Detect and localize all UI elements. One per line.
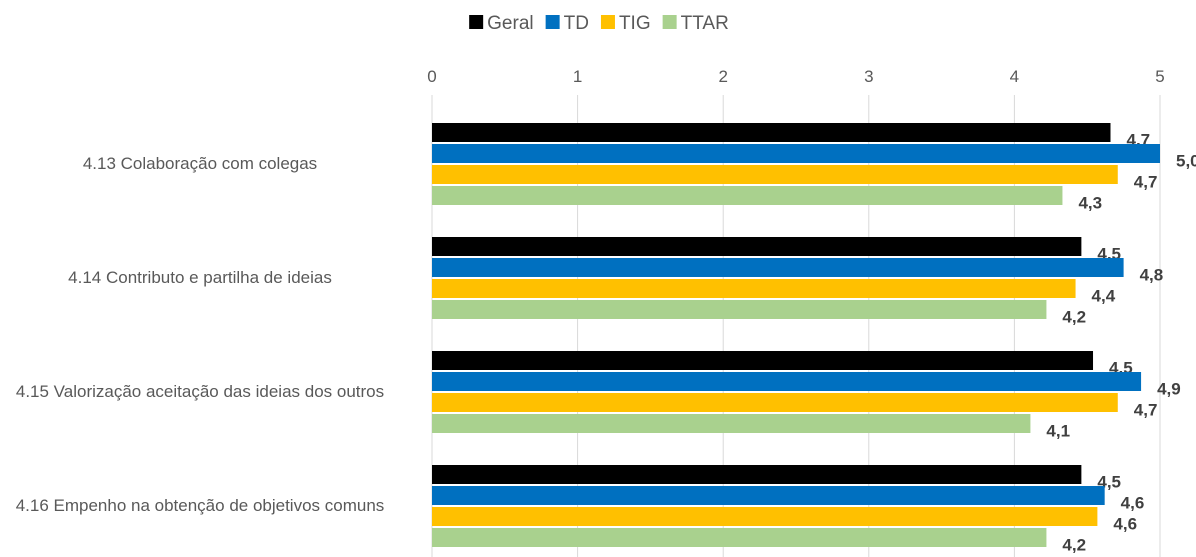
bar [432, 465, 1082, 484]
data-label: 4,1 [1046, 422, 1070, 441]
data-label: 4,7 [1134, 401, 1158, 420]
x-tick-label: 5 [1155, 67, 1164, 86]
bar [432, 351, 1094, 370]
data-label: 4,4 [1092, 287, 1116, 306]
bar [432, 123, 1111, 142]
bar [432, 372, 1142, 391]
legend-swatch [469, 15, 484, 29]
bar [432, 144, 1160, 163]
bar [432, 300, 1047, 319]
data-label: 5,0 [1176, 152, 1196, 171]
bar [432, 414, 1031, 433]
data-label: 4,2 [1062, 308, 1086, 327]
x-tick-label: 0 [427, 67, 436, 86]
category-label: 4.14 Contributo e partilha de ideias [68, 268, 332, 287]
legend-swatch [545, 15, 560, 29]
bar [432, 393, 1118, 412]
legend-label: Geral [487, 13, 533, 34]
legend-label: TD [564, 13, 589, 34]
x-tick-label: 3 [864, 67, 873, 86]
bar [432, 237, 1082, 256]
legend-label: TTAR [681, 13, 729, 34]
x-tick-label: 2 [718, 67, 727, 86]
x-tick-label: 4 [1010, 67, 1019, 86]
data-label: 4,2 [1062, 536, 1086, 555]
bar [432, 186, 1063, 205]
data-label: 4,3 [1078, 194, 1102, 213]
x-tick-label: 1 [573, 67, 582, 86]
legend-swatch [600, 15, 615, 29]
bar [432, 486, 1105, 505]
category-label: 4.16 Empenho na obtenção de objetivos co… [15, 496, 385, 515]
legend-swatch [662, 15, 677, 29]
legend-label: TIG [619, 13, 651, 34]
data-label: 4,8 [1140, 266, 1164, 285]
bar [432, 165, 1118, 184]
data-label: 4,6 [1121, 494, 1145, 513]
data-label: 4,7 [1134, 173, 1158, 192]
category-label: 4.13 Colaboração com colegas [82, 154, 318, 173]
category-label: 4.15 Valorização aceitação das ideias do… [15, 382, 385, 401]
data-label: 4,9 [1157, 380, 1181, 399]
bar [432, 507, 1098, 526]
data-label: 4,6 [1113, 515, 1137, 534]
bar [432, 528, 1047, 547]
bar [432, 258, 1124, 277]
bar [432, 279, 1076, 298]
